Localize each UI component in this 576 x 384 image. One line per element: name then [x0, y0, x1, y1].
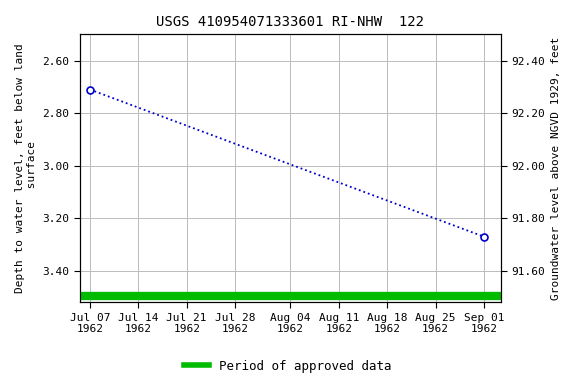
- Title: USGS 410954071333601 RI-NHW  122: USGS 410954071333601 RI-NHW 122: [157, 15, 425, 29]
- Y-axis label: Groundwater level above NGVD 1929, feet: Groundwater level above NGVD 1929, feet: [551, 37, 561, 300]
- Legend: Period of approved data: Period of approved data: [179, 355, 397, 378]
- Y-axis label: Depth to water level, feet below land
 surface: Depth to water level, feet below land su…: [15, 43, 37, 293]
